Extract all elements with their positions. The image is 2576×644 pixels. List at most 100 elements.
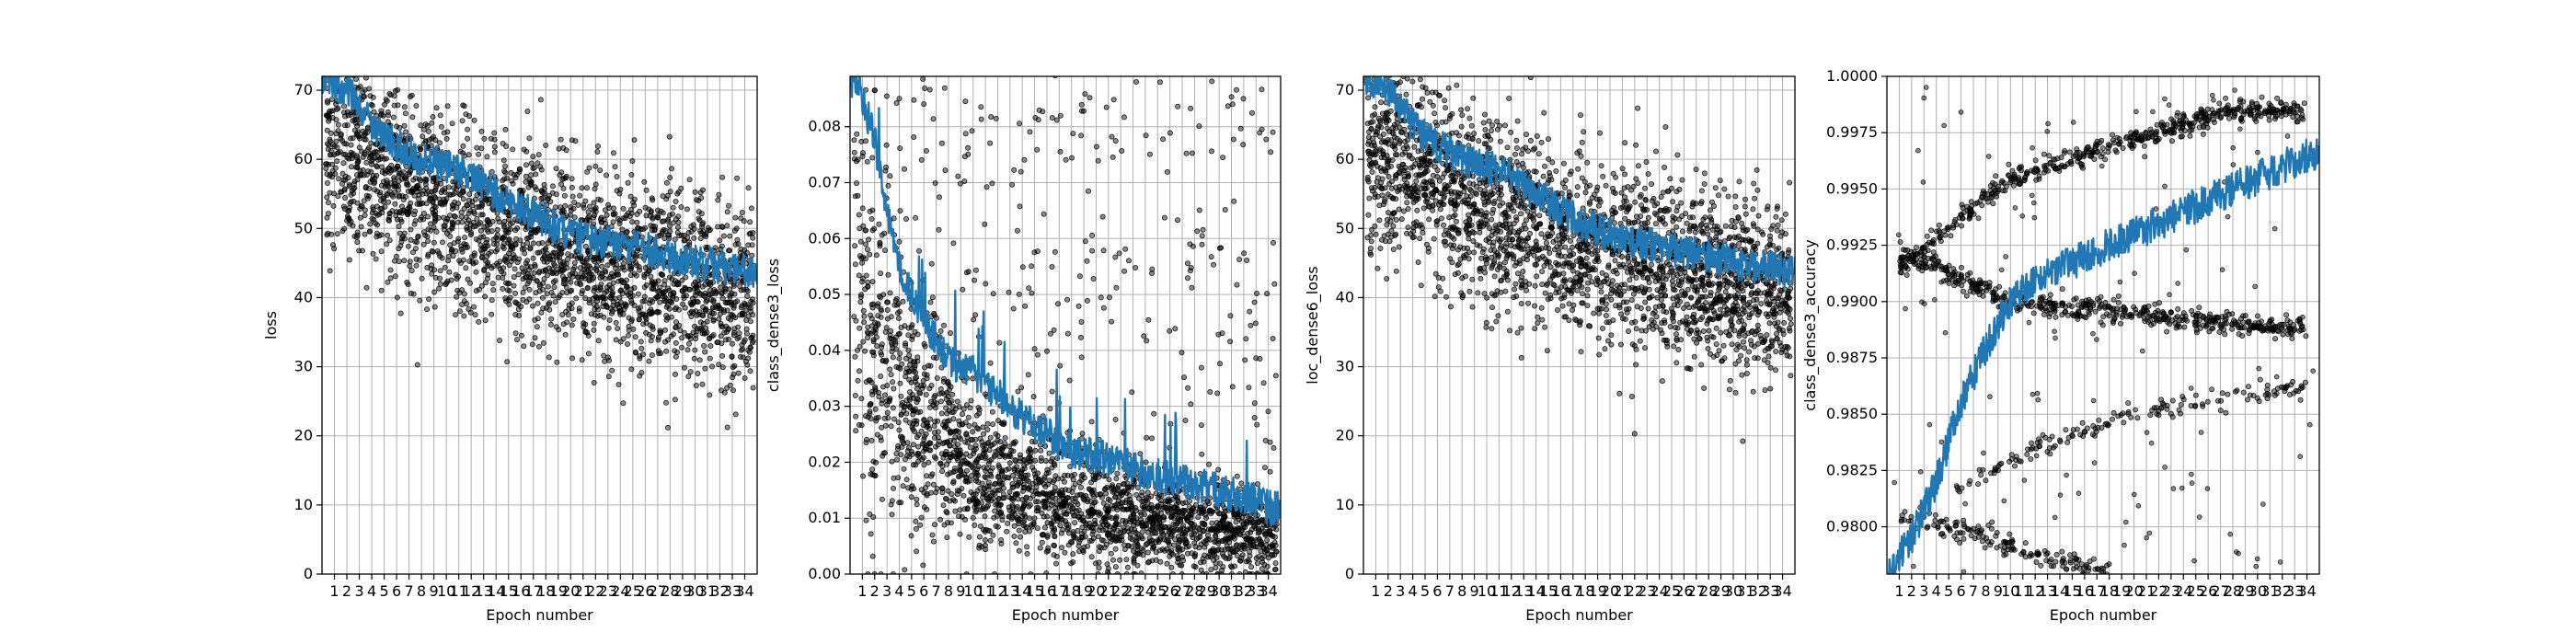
scatter-point (434, 247, 441, 254)
scatter-point (660, 193, 666, 200)
scatter-point (324, 127, 330, 133)
scatter-point (1043, 491, 1050, 498)
scatter-point (1198, 567, 1204, 573)
scatter-point (933, 24, 937, 29)
scatter-point (615, 381, 622, 387)
scatter-point (558, 247, 564, 253)
scatter-point (891, 485, 897, 491)
scatter-point (679, 335, 685, 341)
scatter-point (743, 286, 750, 293)
scatter-point (865, 283, 871, 290)
scatter-point (557, 258, 563, 264)
scatter-point (625, 210, 631, 216)
scatter-point (1249, 109, 1256, 116)
scatter-point (740, 346, 746, 352)
scatter-point (674, 190, 681, 197)
scatter-point (558, 169, 565, 176)
scatter-point (702, 365, 708, 372)
scatter-point (995, 418, 1002, 424)
scatter-point (636, 316, 642, 323)
scatter-point (448, 277, 454, 283)
scatter-point (1113, 284, 1120, 291)
scatter-point (409, 114, 416, 121)
scatter-point (734, 236, 741, 243)
scatter-point (1015, 496, 1021, 502)
scatter-point (1207, 388, 1213, 395)
scatter-point (1263, 136, 1270, 143)
scatter-point (940, 421, 947, 428)
scatter-point (733, 225, 740, 232)
scatter-point (374, 71, 378, 75)
scatter-point (1100, 247, 1107, 254)
scatter-point (1217, 361, 1224, 367)
scatter-point (969, 437, 975, 443)
scatter-point (577, 280, 583, 286)
scatter-point (1120, 517, 1126, 523)
scatter-point (692, 293, 698, 299)
scatter-point (546, 265, 552, 271)
scatter-point (937, 516, 944, 523)
scatter-point (1060, 526, 1066, 533)
scatter-point (633, 259, 639, 266)
scatter-point (745, 302, 752, 308)
scatter-point (426, 137, 432, 144)
scatter-point (737, 283, 743, 290)
scatter-point (673, 371, 679, 377)
scatter-point (443, 135, 450, 142)
scatter-point (474, 215, 480, 222)
scatter-point (716, 316, 722, 322)
scatter-point (658, 270, 664, 277)
scatter-point (570, 316, 577, 322)
scatter-point (506, 301, 512, 307)
scatter-point (880, 453, 886, 459)
scatter-point (509, 178, 515, 184)
scatter-point (930, 538, 937, 545)
scatter-point (458, 243, 465, 249)
scatter-point (631, 137, 638, 144)
scatter-point (918, 514, 925, 521)
scatter-point (863, 517, 869, 523)
x-tick-label: 34 (735, 582, 753, 600)
scatter-point (464, 301, 470, 307)
scatter-point (992, 488, 998, 494)
scatter-point (633, 272, 639, 279)
scatter-point (334, 158, 340, 165)
scatter-point (1245, 557, 1251, 563)
scatter-point (363, 159, 370, 166)
scatter-point (692, 347, 698, 353)
scatter-point (906, 376, 913, 383)
scatter-point (878, 314, 884, 320)
scatter-point (476, 151, 482, 157)
scatter-point (713, 304, 719, 310)
scatter-point (1089, 491, 1096, 498)
scatter-point (667, 212, 673, 218)
scatter-point (362, 231, 368, 237)
scatter-point (987, 468, 994, 475)
scatter-point (1052, 248, 1058, 255)
scatter-point (465, 135, 471, 142)
scatter-point (432, 274, 439, 281)
scatter-point (1139, 529, 1145, 535)
scatter-point (1052, 76, 1058, 79)
scatter-point (329, 115, 336, 121)
scatter-point (346, 181, 352, 188)
scatter-point (983, 475, 989, 481)
scatter-point (664, 218, 671, 224)
scatter-point (1267, 532, 1273, 538)
x-tick-label: 6 (392, 582, 401, 600)
scatter-point (857, 325, 863, 331)
scatter-point (1238, 480, 1245, 487)
scatter-point (391, 183, 397, 190)
scatter-point (947, 454, 953, 460)
scatter-point (707, 392, 713, 398)
scatter-point (660, 210, 666, 216)
scatter-point (940, 502, 947, 509)
scatter-point (742, 307, 749, 314)
scatter-point (473, 236, 479, 242)
scatter-point (406, 171, 412, 178)
scatter-point (416, 196, 422, 202)
scatter-point (747, 219, 753, 225)
scatter-point (604, 212, 610, 218)
scatter-point (1146, 515, 1153, 522)
scatter-point (433, 105, 440, 111)
